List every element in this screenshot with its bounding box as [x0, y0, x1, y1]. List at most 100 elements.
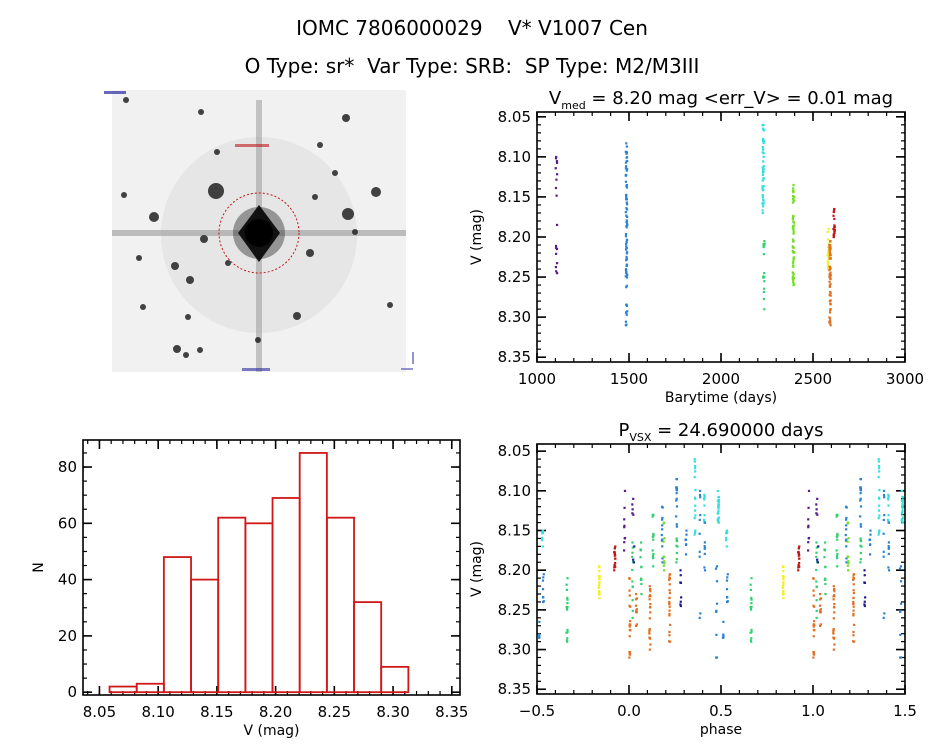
data-point: [826, 260, 829, 263]
data-point: [661, 506, 664, 509]
y-tick-label: 8.35: [498, 680, 531, 698]
data-point: [762, 137, 765, 141]
data-point: [763, 240, 766, 243]
data-point: [878, 470, 881, 473]
data-point: [899, 580, 903, 583]
data-point: [598, 582, 601, 586]
data-point: [624, 174, 627, 177]
data-point: [761, 187, 764, 190]
data-point: [868, 553, 872, 556]
data-point: [863, 600, 866, 603]
data-point: [863, 581, 866, 584]
data-point: [626, 215, 629, 219]
data-point: [555, 160, 559, 163]
data-point: [797, 551, 800, 554]
data-point: [640, 565, 643, 568]
data-point: [726, 573, 729, 576]
data-point: [836, 533, 839, 536]
data-point: [648, 585, 651, 588]
data-point: [877, 475, 880, 479]
data-point: [901, 511, 904, 515]
data-point: [868, 538, 872, 541]
data-point: [668, 583, 671, 586]
data-point: [845, 561, 848, 564]
data-point: [792, 273, 795, 276]
data-point: [725, 545, 728, 548]
data-point: [629, 620, 632, 623]
data-point: [715, 610, 718, 613]
data-point: [693, 531, 697, 534]
data-point: [859, 561, 862, 564]
data-point: [668, 605, 671, 608]
data-point: [640, 593, 643, 596]
data-point: [833, 602, 836, 606]
data-point: [625, 286, 628, 289]
data-point: [717, 507, 720, 510]
data-point: [845, 528, 848, 531]
data-point: [812, 653, 815, 656]
field-star: [173, 345, 181, 353]
data-point: [675, 486, 678, 489]
data-point: [631, 555, 634, 558]
data-point: [675, 478, 678, 481]
data-point: [762, 168, 765, 171]
x-tick-label: 8.10: [141, 703, 174, 721]
data-point: [613, 551, 616, 554]
data-point: [817, 545, 820, 548]
data-point: [722, 620, 725, 623]
data-point: [541, 596, 545, 599]
y-tick-label: 8.20: [498, 561, 531, 579]
data-point: [703, 547, 706, 550]
data-point: [652, 533, 655, 536]
data-point: [613, 566, 616, 569]
histogram-bar: [217, 516, 247, 694]
data-point: [648, 637, 652, 640]
data-point: [828, 316, 831, 319]
data-point: [845, 506, 848, 509]
data-point: [852, 596, 855, 600]
data-point: [694, 514, 697, 517]
data-point: [761, 205, 765, 208]
data-point: [624, 248, 628, 251]
data-point: [762, 188, 765, 191]
data-point: [882, 550, 885, 553]
data-point: [887, 521, 891, 524]
data-point: [649, 595, 652, 598]
data-point: [639, 549, 642, 552]
data-point: [541, 579, 545, 582]
field-star: [293, 312, 301, 320]
data-point: [628, 625, 631, 628]
data-point: [624, 167, 628, 170]
data-point: [749, 607, 753, 610]
data-point: [555, 270, 558, 273]
field-star: [342, 208, 354, 220]
data-point: [694, 504, 697, 507]
data-point: [887, 545, 890, 548]
data-point: [829, 274, 832, 277]
data-point: [566, 598, 569, 601]
histogram-bar: [135, 682, 165, 694]
data-point: [761, 211, 764, 215]
data-point: [703, 552, 706, 556]
data-point: [791, 271, 795, 275]
data-point: [852, 605, 855, 608]
data-point: [819, 597, 823, 600]
data-point: [815, 599, 818, 602]
data-point: [899, 565, 903, 568]
data-point: [859, 489, 862, 492]
data-point: [815, 512, 818, 515]
data-point: [675, 537, 678, 540]
title-symbol: P: [619, 420, 630, 441]
data-point: [625, 219, 628, 222]
data-point: [626, 168, 629, 171]
data-point: [846, 540, 849, 543]
data-point: [824, 578, 827, 581]
y-axis-label: N: [31, 562, 47, 572]
data-point: [819, 624, 822, 627]
y-axis-label: V (mag): [469, 209, 485, 265]
data-point: [882, 489, 886, 493]
data-point: [661, 516, 664, 520]
data-point: [721, 636, 725, 639]
data-point: [847, 537, 850, 540]
data-point: [815, 580, 818, 583]
